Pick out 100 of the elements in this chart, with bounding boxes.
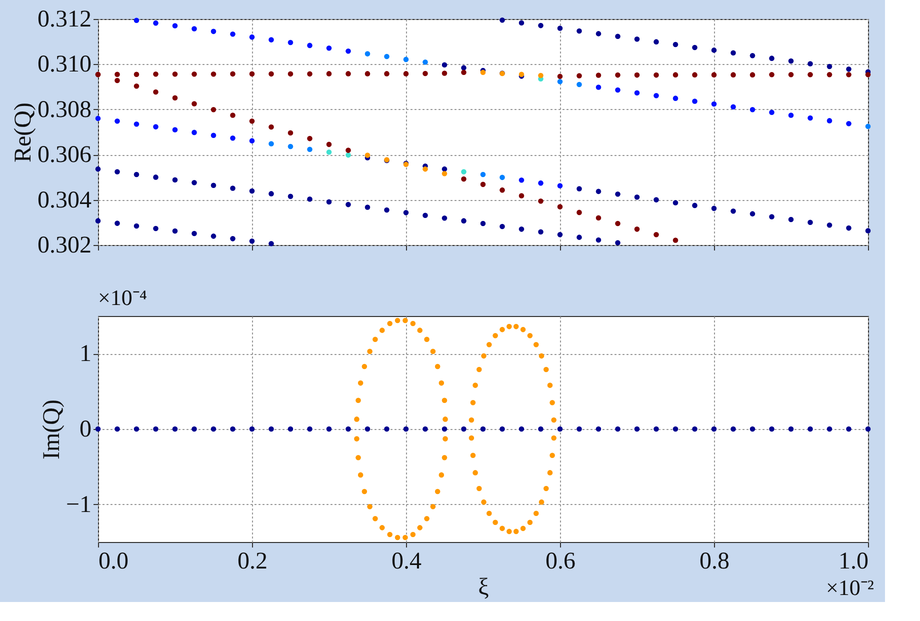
point: [210, 28, 216, 34]
point: [788, 58, 794, 64]
point: [730, 50, 736, 56]
point: [692, 72, 698, 78]
point: [134, 172, 140, 178]
point: [596, 215, 602, 221]
y-tick-label: 0.302: [38, 232, 92, 258]
point: [288, 71, 294, 77]
point: [384, 54, 390, 60]
point: [172, 72, 178, 77]
point: [114, 72, 120, 78]
y-tick-label: 0.312: [38, 6, 92, 32]
point: [750, 106, 756, 112]
point: [192, 230, 197, 236]
point: [210, 72, 216, 77]
point: [346, 148, 351, 153]
point: [711, 48, 717, 53]
point: [846, 225, 852, 231]
point: [615, 87, 620, 93]
point: [730, 208, 736, 214]
point: [153, 174, 158, 180]
point: [557, 78, 563, 84]
point: [672, 200, 678, 206]
point: [500, 224, 505, 230]
point: [769, 72, 774, 78]
point: [422, 70, 428, 76]
point: [538, 22, 544, 28]
point: [808, 72, 813, 78]
point: [442, 215, 448, 221]
point: [672, 238, 678, 243]
point: [249, 71, 255, 77]
point: [518, 193, 524, 198]
point: [576, 82, 582, 88]
point: [596, 31, 602, 36]
point: [826, 118, 832, 124]
point: [557, 232, 563, 238]
point: [615, 72, 620, 78]
point: [672, 96, 678, 101]
y-tick-label: −1: [66, 492, 92, 518]
point: [288, 130, 294, 136]
point: [654, 197, 659, 202]
point: [596, 188, 602, 194]
point: [461, 169, 466, 174]
point: [557, 204, 563, 210]
point: [153, 226, 158, 232]
point: [750, 211, 756, 216]
point: [288, 144, 294, 150]
point: [711, 72, 717, 78]
point: [210, 106, 216, 112]
point: [634, 72, 640, 78]
point: [596, 84, 602, 90]
point: [230, 236, 236, 242]
point: [249, 238, 255, 244]
point: [692, 98, 698, 104]
point: [422, 212, 428, 218]
point: [268, 141, 274, 146]
point: [403, 71, 409, 76]
x-tick-label: 0.4: [392, 548, 422, 574]
point: [615, 192, 620, 197]
point: [692, 44, 698, 50]
point: [672, 42, 678, 48]
point: [826, 72, 832, 78]
point: [615, 240, 620, 246]
point: [730, 72, 736, 78]
point: [538, 229, 544, 235]
point: [865, 72, 871, 78]
point: [538, 198, 544, 204]
point: [846, 66, 852, 72]
point: [134, 83, 140, 89]
point: [422, 166, 428, 172]
y-tick-label: 1: [80, 341, 92, 368]
y-axis-title: Re(Q): [10, 102, 36, 162]
point: [230, 186, 236, 191]
point: [134, 18, 140, 23]
point: [288, 40, 294, 46]
point: [826, 64, 832, 70]
point: [826, 222, 832, 228]
point: [538, 72, 544, 78]
point: [442, 170, 448, 176]
point: [172, 23, 178, 28]
point: [500, 17, 505, 23]
point: [846, 72, 852, 78]
point: [769, 110, 774, 115]
point: [346, 202, 351, 208]
point: [654, 92, 659, 98]
point: [230, 32, 236, 37]
point: [249, 188, 255, 194]
point: [654, 39, 659, 44]
point: [788, 216, 794, 222]
point: [769, 214, 774, 220]
point: [846, 120, 852, 126]
point: [500, 174, 505, 180]
point: [249, 118, 255, 124]
point: [576, 73, 582, 78]
point: [364, 204, 370, 210]
point: [326, 71, 332, 76]
point: [268, 124, 274, 130]
point: [384, 71, 390, 76]
x-tick-label: 0.2: [238, 548, 268, 574]
point: [557, 26, 563, 31]
